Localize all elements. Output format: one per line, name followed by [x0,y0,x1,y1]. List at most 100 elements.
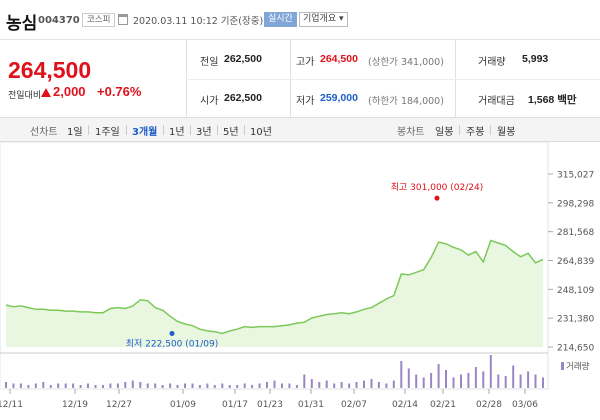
volume-bar [72,383,75,388]
stock-code: 004370 [38,15,80,26]
volume-bar [27,385,30,388]
low-label: 저가 [296,96,315,107]
chart-frame [0,142,549,390]
stock-header: 농심 004370 코스피 2020.03.11 10:12 기준(장중) 실시… [0,0,600,40]
volume-bar [430,373,433,388]
volume-label: 거래량 [478,57,506,68]
volume-bar [370,379,373,388]
volume-bar [445,370,447,388]
volume-bar [437,364,440,388]
period-5y[interactable]: 5년 [223,127,239,138]
volume-bar [34,383,37,388]
volume-bar [288,383,291,388]
company-overview-dropdown[interactable]: 기업개요 ▾ [299,12,348,27]
current-price: 264,500 [8,57,92,83]
line-chart-label: 선차트 [30,127,58,138]
volume-bar [542,377,544,388]
y-tick-label: 231,380 [557,315,594,325]
volume-bar [5,382,7,388]
x-tick-label: 03/06 [512,400,538,410]
candle-chart-label: 봉차트 [397,127,425,138]
price-line [5,239,544,335]
price-chart: 315,027 298,298 281,568 264,839 248,109 231,3… [0,142,594,410]
volume-bar [340,382,343,388]
divider [217,125,218,135]
volume-bar [87,383,89,388]
volume-legend-swatch [561,362,564,370]
x-tick-label: 12/19 [62,400,88,410]
volume-bar [534,374,537,388]
volume-bar [482,371,485,388]
volume-bar [79,385,82,388]
volume-bar [213,385,216,388]
volume-bar [266,382,268,388]
divider [459,125,460,135]
period-1w[interactable]: 1주일 [95,127,120,138]
lower-limit: (하한가 184,000) [368,96,444,107]
y-tick-label: 248,109 [557,286,594,296]
x-tick-label: 01/17 [222,400,248,410]
divider [186,79,600,80]
candle-monthly[interactable]: 월봉 [497,127,516,138]
volume-bar [109,383,112,388]
x-tick-label: 01/23 [257,400,283,410]
high-label: 고가 [296,57,315,68]
divider [190,125,191,135]
volume-bar [489,355,492,388]
volume-bar [363,380,365,388]
volume-bar [258,383,261,388]
volume-bar [318,382,321,388]
volume-bar [198,385,201,388]
price-area [6,240,543,347]
volume-bar [228,385,231,388]
stock-name: 농심 [6,14,38,34]
change-amount: 2,000 [53,84,86,99]
volume-bar [124,382,127,388]
volume-bar [154,383,157,388]
y-tick-label: 315,027 [557,171,594,181]
up-triangle-icon [41,88,51,97]
open-label: 시가 [200,96,219,107]
volume-bar [474,367,477,388]
y-tick-label: 298,298 [557,199,594,209]
high-annotation: 최고 301,000 (02/24) [391,182,483,193]
volume-bar [348,383,351,388]
candle-weekly[interactable]: 주봉 [466,127,485,138]
volume-bar [42,382,45,388]
volume-bar [504,376,507,388]
volume-bar [146,383,149,388]
volume-bar [131,380,134,388]
volume-bar [64,383,67,388]
volume-bar [310,379,313,388]
open-value: 262,500 [224,92,262,104]
x-tick-label: 02/21 [430,400,456,410]
volume-bar [407,368,410,388]
y-tick-label: 214,650 [557,344,594,354]
period-3y[interactable]: 3년 [196,127,212,138]
volume-bar [333,383,336,388]
period-1y[interactable]: 1년 [169,127,185,138]
low-value: 259,000 [320,92,358,104]
amount-value: 1,568 백만 [528,94,577,106]
period-3m[interactable]: 3개월 [132,127,158,138]
x-tick-label: 02/14 [392,400,418,410]
volume-legend-label: 거래량 [566,361,590,372]
upper-limit: (상한가 341,000) [368,57,444,68]
y-tick-label: 264,839 [557,257,594,267]
volume-bar [116,383,119,388]
volume-bar [422,377,425,388]
period-1d[interactable]: 1일 [67,127,83,138]
low-annotation: 최저 222,500 (01/09) [126,338,218,349]
market-badge: 코스피 [82,13,116,27]
volume-bar [243,383,246,388]
prev-close-label: 전일 [200,57,219,68]
period-10y[interactable]: 10년 [250,127,272,138]
volume-bar [460,374,462,388]
divider [88,125,89,135]
quote-datetime: 2020.03.11 10:12 기준(장중) [133,16,264,27]
candle-daily[interactable]: 일봉 [435,127,454,138]
volume-bar [519,374,522,388]
volume-bar [467,373,470,388]
volume-bar [497,374,500,388]
realtime-button[interactable]: 실시간 [264,12,297,27]
